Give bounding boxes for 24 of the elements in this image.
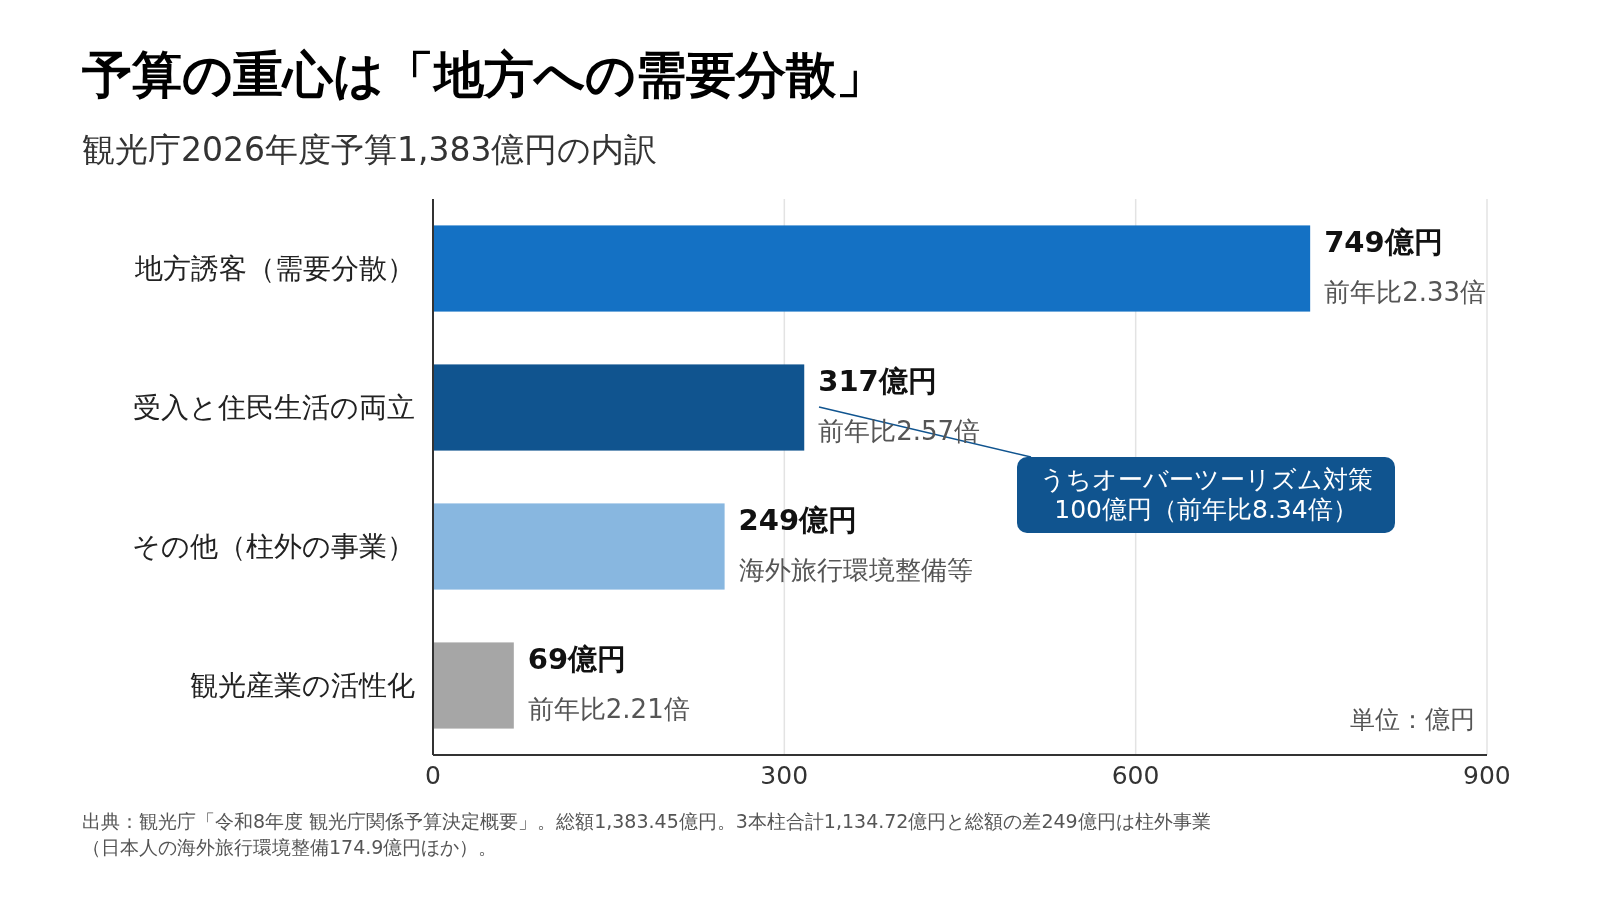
x-tick-label: 0 <box>425 761 441 790</box>
y-tick-label: 地方誘客（需要分散） <box>135 250 415 287</box>
bar <box>433 364 805 451</box>
x-tick-label: 600 <box>1111 761 1160 790</box>
y-tick-label: 観光産業の活性化 <box>190 667 415 704</box>
data-label: 249億円 <box>738 501 858 539</box>
annotation: 前年比2.33倍 <box>1324 275 1487 309</box>
data-label: 749億円 <box>1324 223 1443 261</box>
x-tick-label: 900 <box>1463 761 1511 790</box>
bar <box>433 642 514 729</box>
bar <box>433 225 1311 312</box>
source-note: 出典：観光庁「令和8年度 観光庁関係予算決定概要」。総額1,383.45億円。3本柱合計1,134.72億円と総額の差249億円は柱外事業（日本人の海外旅行環境整備174.9億円ほか）。 <box>82 809 1212 860</box>
annotation: 単位：億円 <box>1350 704 1475 736</box>
chart-subtitle: 観光庁2026年度予算1,383億円の内訳 <box>82 129 658 171</box>
x-tick-label: 300 <box>760 761 809 790</box>
annotation: うちオーバーツーリズム対策100億円（前年比8.34倍） <box>1017 457 1395 533</box>
data-label: 317億円 <box>818 362 937 400</box>
y-tick-label: 受入と住民生活の両立 <box>133 389 415 426</box>
data-label: 69億円 <box>527 640 627 678</box>
annotation: 前年比2.21倍 <box>527 692 690 726</box>
chart-title: 予算の重心は「地方への需要分散」 <box>82 45 886 106</box>
annotation: 海外旅行環境整備等 <box>738 553 973 587</box>
y-tick-label: その他（柱外の事業） <box>132 528 415 565</box>
bar <box>433 503 725 590</box>
